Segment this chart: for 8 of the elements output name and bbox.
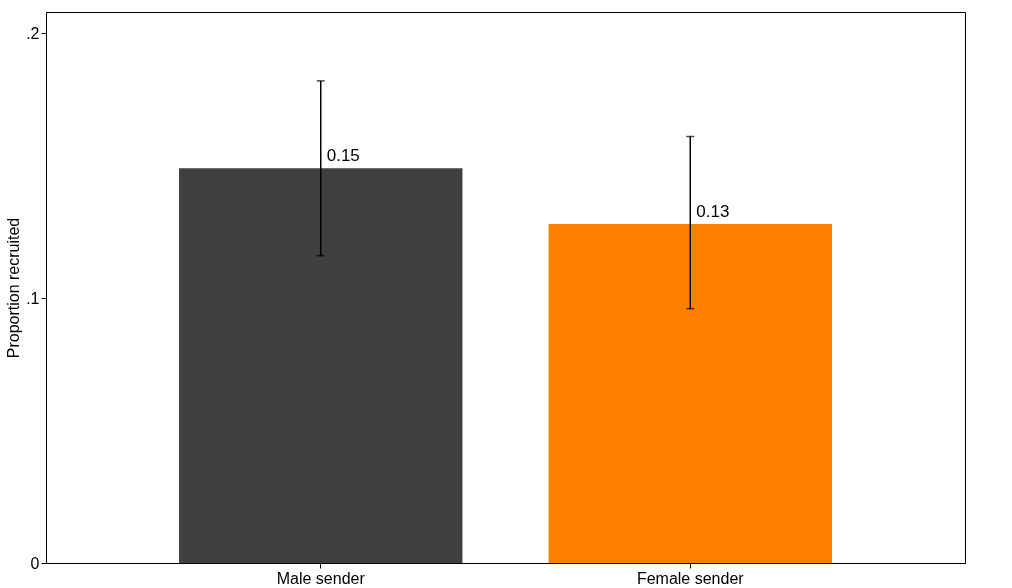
data-label: 0.15 [326,146,360,166]
y-tick-label: 0 [30,554,40,572]
x-tick-label: Male sender [276,569,366,587]
y-tick-label: .1 [26,289,40,307]
y-axis-title: Proportion recruited [5,217,23,359]
data-label: 0.13 [696,201,730,221]
x-tick-label: Female sender [636,569,745,587]
y-tick-label: .2 [26,24,40,42]
